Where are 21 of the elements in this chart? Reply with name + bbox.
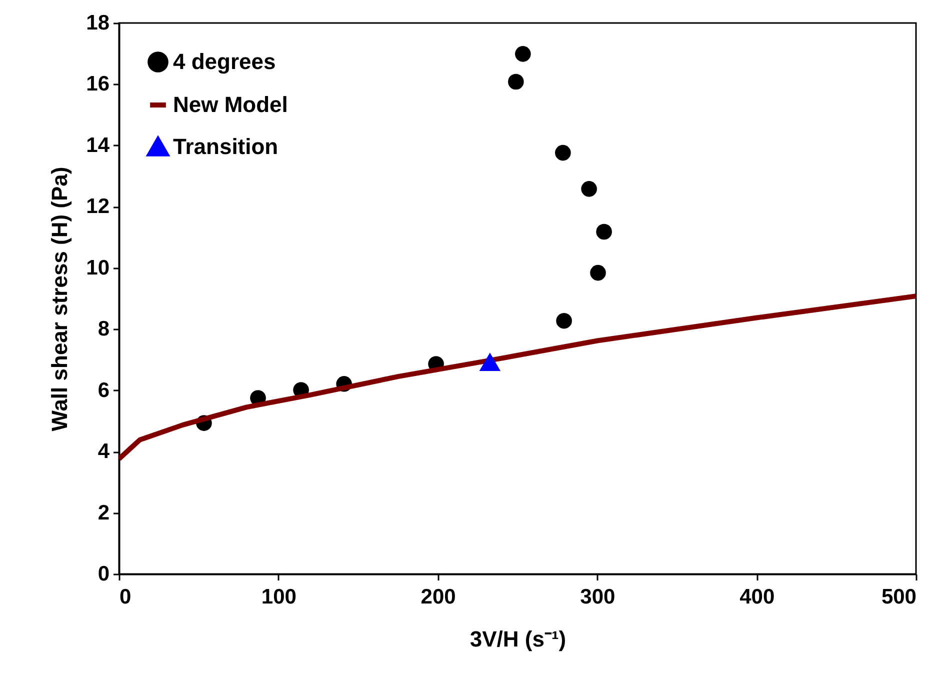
- y-tick-label: 12: [86, 195, 110, 218]
- y-tick-label: 14: [86, 134, 110, 157]
- y-axis-title: Wall shear stress (H) (Pa): [47, 166, 72, 432]
- legend-label: Transition: [173, 134, 278, 159]
- y-tick-label: 6: [98, 378, 110, 402]
- legend-label: New Model: [173, 92, 288, 117]
- y-tick-label: 16: [86, 72, 110, 96]
- y-tick-label: 8: [98, 318, 110, 341]
- x-tick-label: 0: [120, 586, 132, 608]
- legend-label: 4 degrees: [173, 49, 276, 74]
- y-tick-label: 4: [98, 440, 110, 464]
- x-axis-title: 3V/H (s⁻¹): [470, 626, 566, 652]
- y-tick-label: 0: [98, 562, 110, 586]
- y-tick-label: 10: [86, 256, 110, 280]
- y-tick-label: 18: [86, 12, 110, 34]
- x-tick-label: 400: [740, 586, 775, 608]
- y-tick-label: 2: [98, 501, 110, 524]
- x-tick-label: 200: [420, 586, 456, 608]
- x-tick-label: 500: [881, 586, 916, 608]
- x-tick-label: 100: [261, 586, 296, 608]
- x-tick-label: 300: [580, 586, 616, 608]
